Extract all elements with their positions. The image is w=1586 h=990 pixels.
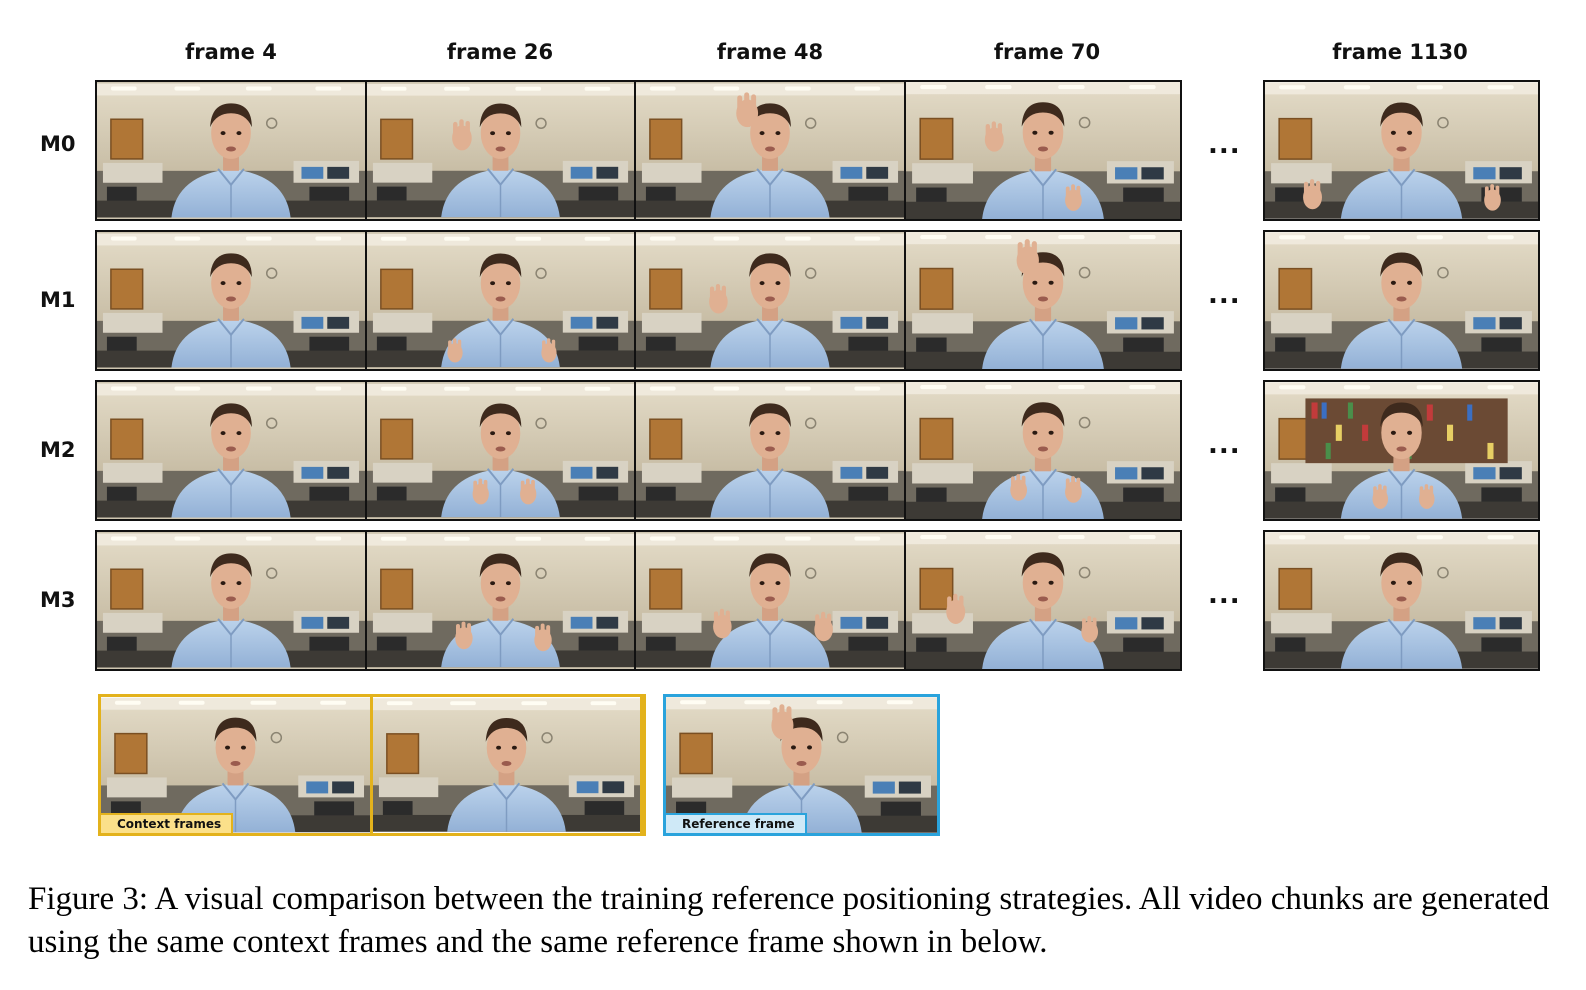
ellipsis-m3: ... (1208, 580, 1241, 610)
video-frame (367, 82, 637, 219)
column-header-frame-26: frame 26 (446, 40, 554, 64)
video-frame (636, 532, 907, 669)
video-frame (97, 382, 367, 519)
row-label-m3: M3 (40, 588, 76, 612)
figure-caption: Figure 3: A visual comparison between th… (28, 881, 1550, 960)
video-frame (367, 532, 637, 669)
row-label-m0: M0 (40, 132, 76, 156)
video-frame (367, 382, 637, 519)
context-frame (101, 697, 373, 833)
final-frame-m3 (1263, 530, 1540, 671)
final-frame-m0 (1263, 80, 1540, 221)
video-frame (97, 232, 367, 369)
video-frame (636, 382, 907, 519)
reference-frame-label: Reference frame (666, 813, 807, 833)
video-frame (367, 232, 637, 369)
final-frame-m2 (1263, 380, 1540, 521)
row-label-m2: M2 (40, 438, 76, 462)
context-frames-label: Context frames (101, 813, 234, 833)
video-frame (906, 382, 1180, 519)
video-frame (636, 232, 907, 369)
context-frame (373, 697, 643, 833)
ellipsis-m1: ... (1208, 280, 1241, 310)
column-header-frame-70: frame 70 (993, 40, 1101, 64)
video-frame (636, 82, 907, 219)
column-header-frame-4: frame 4 (185, 40, 277, 64)
frame-strip-m1 (95, 230, 1182, 371)
video-frame (97, 82, 367, 219)
frame-strip-m2 (95, 380, 1182, 521)
video-frame (97, 532, 367, 669)
frame-strip-m0 (95, 80, 1182, 221)
frame-strip-m3 (95, 530, 1182, 671)
row-label-m1: M1 (40, 288, 76, 312)
column-header-frame-1130: frame 1130 (1332, 40, 1468, 64)
ellipsis-m0: ... (1208, 130, 1241, 160)
reference-frame: Reference frame (663, 694, 940, 836)
video-frame (906, 82, 1180, 219)
ellipsis-m2: ... (1208, 430, 1241, 460)
final-frame-m1 (1263, 230, 1540, 371)
video-frame (906, 532, 1180, 669)
context-frames-group: Context frames (98, 694, 646, 836)
column-header-frame-48: frame 48 (716, 40, 824, 64)
video-frame (906, 232, 1180, 369)
